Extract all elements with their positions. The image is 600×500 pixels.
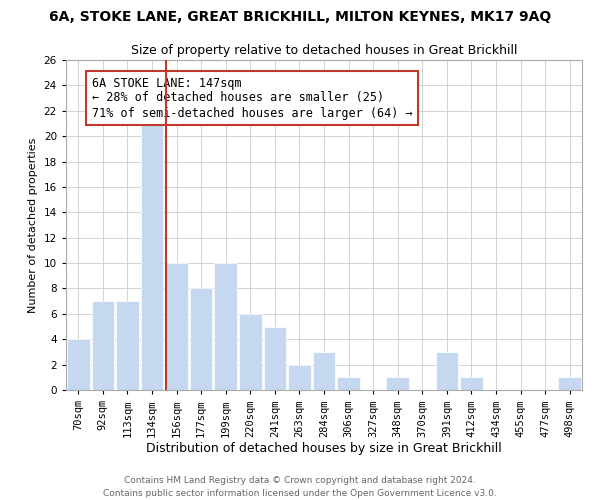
Bar <box>67 339 89 390</box>
Bar <box>165 263 188 390</box>
Bar <box>337 378 360 390</box>
Bar <box>436 352 458 390</box>
Bar <box>190 288 212 390</box>
Bar <box>263 326 286 390</box>
Y-axis label: Number of detached properties: Number of detached properties <box>28 138 38 312</box>
Title: Size of property relative to detached houses in Great Brickhill: Size of property relative to detached ho… <box>131 44 517 58</box>
Bar <box>214 263 237 390</box>
Bar <box>288 364 311 390</box>
X-axis label: Distribution of detached houses by size in Great Brickhill: Distribution of detached houses by size … <box>146 442 502 455</box>
Bar <box>386 378 409 390</box>
Text: 6A STOKE LANE: 147sqm
← 28% of detached houses are smaller (25)
71% of semi-deta: 6A STOKE LANE: 147sqm ← 28% of detached … <box>92 76 412 120</box>
Bar <box>313 352 335 390</box>
Bar <box>116 301 139 390</box>
Bar <box>559 378 581 390</box>
Bar <box>460 378 483 390</box>
Bar <box>239 314 262 390</box>
Text: Contains HM Land Registry data © Crown copyright and database right 2024.
Contai: Contains HM Land Registry data © Crown c… <box>103 476 497 498</box>
Text: 6A, STOKE LANE, GREAT BRICKHILL, MILTON KEYNES, MK17 9AQ: 6A, STOKE LANE, GREAT BRICKHILL, MILTON … <box>49 10 551 24</box>
Bar <box>140 124 163 390</box>
Bar <box>92 301 114 390</box>
